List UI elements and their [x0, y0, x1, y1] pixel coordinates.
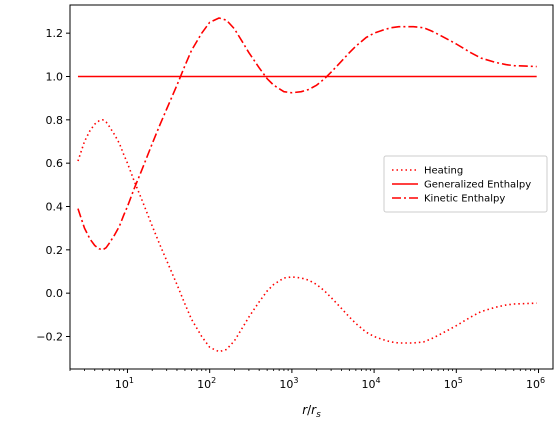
legend-label-3: Kinetic Enthalpy — [424, 194, 505, 205]
legend-label-2: Generalized Enthalpy — [424, 180, 531, 191]
legend-box — [383, 155, 548, 213]
series-line-3 — [77, 17, 537, 251]
x-tick-label: 102 — [197, 376, 216, 391]
x-axis-label: r/rs — [302, 403, 321, 420]
y-tick-label: 0.6 — [46, 157, 64, 170]
plot-frame — [69, 4, 554, 370]
x-axis-ticks: 101 102 103 104 105 106 — [69, 369, 545, 391]
x-axis-label-slash: / — [307, 403, 312, 417]
y-tick-label: 1.0 — [46, 71, 64, 84]
series-layer — [77, 17, 537, 353]
y-tick-label: −0.2 — [36, 331, 63, 344]
y-tick-label: 1.2 — [46, 27, 64, 40]
x-axis-label-sub-base: r — [311, 403, 317, 417]
x-tick-label: 105 — [444, 376, 463, 391]
x-axis-label-sub: s — [316, 410, 321, 420]
x-tick-label: 103 — [279, 376, 298, 391]
x-tick-label: 106 — [526, 376, 545, 391]
y-tick-label: 0.2 — [46, 244, 64, 257]
legend: Heating Generalized Enthalpy Kinetic Entha… — [383, 155, 548, 213]
series-line-1 — [77, 119, 537, 353]
x-tick-label: 104 — [362, 376, 381, 391]
y-tick-label: 0.4 — [46, 201, 64, 214]
y-tick-label: 0.0 — [46, 287, 64, 300]
legend-label-1: Heating — [424, 166, 463, 177]
y-axis-ticks: −0.2 0.0 0.2 0.4 0.6 0.8 1.0 1.2 — [36, 27, 70, 344]
y-tick-label: 0.8 — [46, 114, 64, 127]
x-tick-label: 101 — [115, 376, 134, 391]
x-axis-label-var: r — [302, 403, 308, 417]
